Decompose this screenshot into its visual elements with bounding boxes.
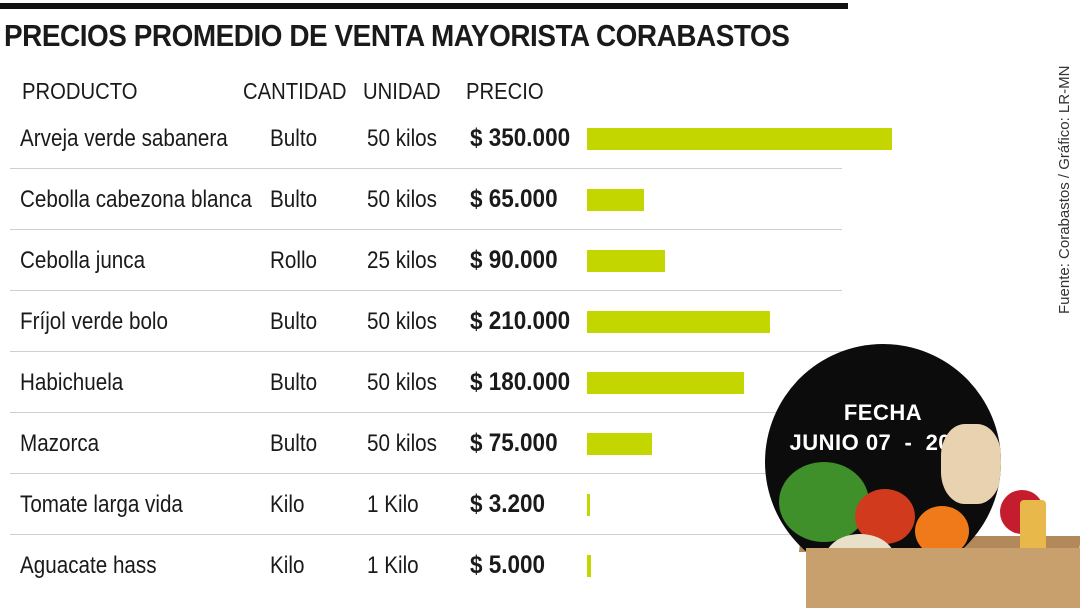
table-row: Cebolla junca Rollo 25 kilos $ 90.000 (10, 230, 842, 291)
header-unidad: UNIDAD (363, 78, 441, 104)
quantity-cell: Bulto (270, 185, 318, 213)
price-bar (587, 494, 590, 516)
price-label: $ 210.000 (470, 307, 571, 335)
product-name: Tomate larga vida (20, 490, 183, 518)
produce-box (806, 548, 1080, 608)
row-divider (10, 473, 842, 474)
lettuce-illustration (779, 462, 869, 542)
quantity-cell: Bulto (270, 429, 318, 457)
price-bar (587, 372, 744, 394)
price-bar (587, 189, 644, 211)
header-precio: PRECIO (466, 78, 544, 104)
row-divider (10, 534, 842, 535)
price-bar (587, 433, 652, 455)
product-name: Cebolla junca (20, 246, 146, 274)
table-row: Arveja verde sabanera Bulto 50 kilos $ 350.… (10, 108, 892, 169)
quantity-cell: Bulto (270, 124, 318, 152)
chart-title: PRECIOS PROMEDIO DE VENTA MAYORISTA CORA… (4, 18, 790, 53)
table-row: Habichuela Bulto 50 kilos $ 180.000 (10, 352, 842, 413)
row-divider (10, 412, 842, 413)
table-row: Tomate larga vida Kilo 1 Kilo $ 3.200 (10, 474, 842, 535)
price-bar (587, 250, 665, 272)
unit-cell: 1 Kilo (367, 490, 419, 518)
table-row: Mazorca Bulto 50 kilos $ 75.000 (10, 413, 842, 474)
product-name: Arveja verde sabanera (20, 124, 228, 152)
unit-cell: 50 kilos (367, 429, 437, 457)
price-label: $ 75.000 (470, 429, 558, 457)
unit-cell: 1 Kilo (367, 551, 419, 579)
bread-illustration (941, 424, 1001, 504)
table-row: Cebolla cabezona blanca Bulto 50 kilos $ 65… (10, 169, 842, 230)
date-badge: FECHA JUNIO 07 - 2023 (765, 344, 1001, 580)
price-label: $ 90.000 (470, 246, 558, 274)
source-credit: Fuente: Corabastos / Gráfico: LR-MN (1056, 65, 1073, 314)
product-name: Aguacate hass (20, 551, 157, 579)
orange-illustration (915, 506, 969, 556)
price-label: $ 180.000 (470, 368, 571, 396)
price-bar (587, 311, 770, 333)
table-row: Aguacate hass Kilo 1 Kilo $ 5.000 (10, 535, 842, 596)
unit-cell: 50 kilos (367, 185, 437, 213)
price-label: $ 350.000 (470, 124, 571, 152)
row-divider (10, 351, 842, 352)
header-cantidad: CANTIDAD (243, 78, 347, 104)
price-label: $ 3.200 (470, 490, 546, 518)
top-rule (0, 3, 848, 9)
price-bar (587, 555, 591, 577)
quantity-cell: Bulto (270, 368, 318, 396)
row-divider (10, 290, 842, 291)
header-producto: PRODUCTO (22, 78, 138, 104)
quantity-cell: Kilo (270, 490, 305, 518)
price-label: $ 5.000 (470, 551, 546, 579)
unit-cell: 50 kilos (367, 368, 437, 396)
unit-cell: 50 kilos (367, 124, 437, 152)
unit-cell: 50 kilos (367, 307, 437, 335)
row-divider (10, 229, 842, 230)
row-divider (10, 168, 842, 169)
product-name: Mazorca (20, 429, 100, 457)
price-bar (587, 128, 892, 150)
table-row: Fríjol verde bolo Bulto 50 kilos $ 210.000 (10, 291, 842, 352)
product-name: Habichuela (20, 368, 124, 396)
product-name: Cebolla cabezona blanca (20, 185, 252, 213)
price-label: $ 65.000 (470, 185, 558, 213)
quantity-cell: Bulto (270, 307, 318, 335)
quantity-cell: Kilo (270, 551, 305, 579)
unit-cell: 25 kilos (367, 246, 437, 274)
product-name: Fríjol verde bolo (20, 307, 168, 335)
quantity-cell: Rollo (270, 246, 318, 274)
date-label: FECHA (843, 400, 923, 425)
